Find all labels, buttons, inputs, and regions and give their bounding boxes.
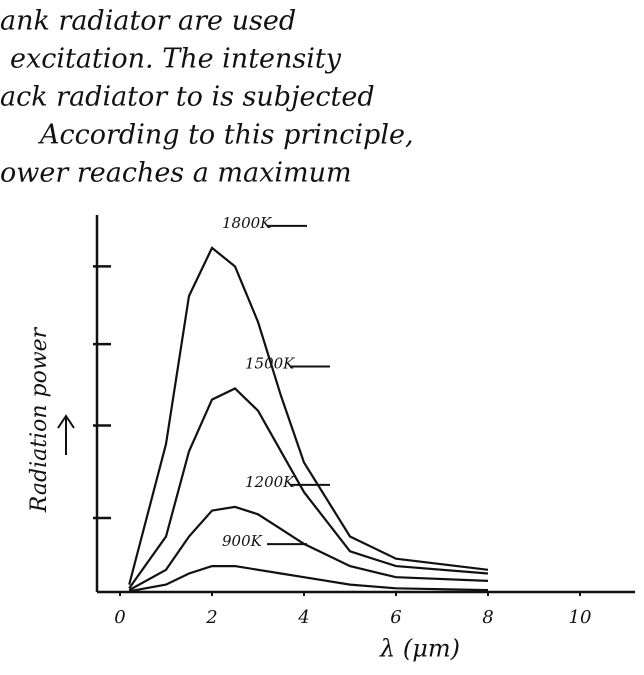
x-tick-label: 4: [297, 607, 309, 628]
curve-label: 1200K: [245, 473, 295, 491]
note: ack radiator to is subjected: [0, 82, 375, 113]
y-axis-label: Radiation power: [27, 326, 52, 513]
curve-label: 1800K: [222, 214, 272, 232]
x-tick-label: 10: [569, 607, 592, 628]
notes: ank radiator are used excitation. The int…: [0, 6, 414, 189]
x-tick-label: 8: [482, 607, 493, 628]
note: ower reaches a maximum: [0, 158, 352, 189]
x-tick-label: 6: [390, 607, 401, 628]
note: excitation. The intensity: [10, 44, 342, 75]
curve-label: 900K: [222, 532, 263, 550]
x-tick-label: 2: [205, 607, 217, 628]
x-tick-label: 0: [114, 607, 125, 628]
curve: [129, 389, 488, 589]
note: ank radiator are used: [0, 6, 296, 37]
curve: [129, 248, 488, 585]
chart: ank radiator are used excitation. The int…: [0, 0, 644, 675]
arrow: [58, 416, 74, 455]
note: According to this principle,: [37, 120, 414, 151]
curve-label: 1500K: [245, 355, 295, 373]
x-axis-label: λ (μm): [379, 635, 460, 663]
